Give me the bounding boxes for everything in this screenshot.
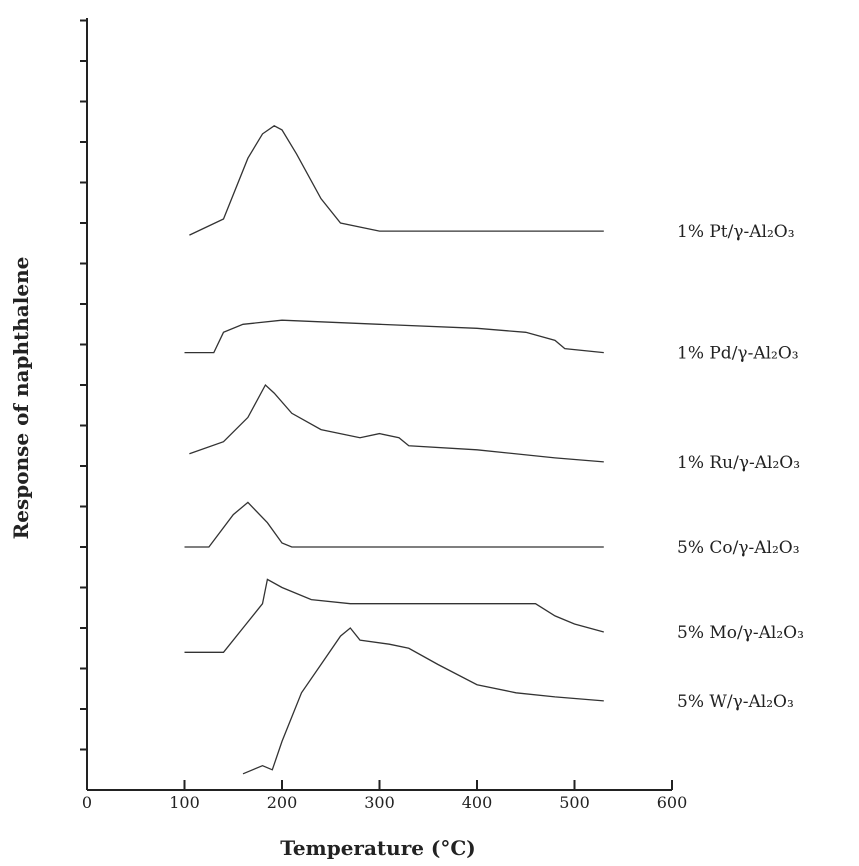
x-tick-label: 500 bbox=[559, 793, 590, 812]
series-label: 1% Ru/γ-Al₂O₃ bbox=[677, 453, 800, 473]
x-tick-label: 300 bbox=[364, 793, 395, 812]
series-line bbox=[189, 383, 604, 463]
series-label: 1% Pt/γ-Al₂O₃ bbox=[677, 222, 795, 242]
series-line bbox=[184, 319, 604, 354]
series-line bbox=[242, 627, 604, 775]
series-line bbox=[184, 578, 604, 653]
x-tick-labels: 0 100 200 300 400 500 600 bbox=[82, 793, 687, 812]
y-axis-title: Response of naphthalene bbox=[9, 257, 33, 540]
x-tick-label: 400 bbox=[462, 793, 493, 812]
x-tick-label: 200 bbox=[267, 793, 298, 812]
series-line bbox=[184, 501, 604, 548]
series-label: 5% W/γ-Al₂O₃ bbox=[677, 692, 794, 712]
x-ticks bbox=[86, 780, 673, 790]
x-tick-label: 0 bbox=[82, 793, 92, 812]
series-label: 1% Pd/γ-Al₂O₃ bbox=[677, 344, 799, 364]
series-label: 5% Co/γ-Al₂O₃ bbox=[677, 538, 800, 558]
series-curves bbox=[184, 125, 604, 775]
series-line bbox=[189, 125, 604, 236]
x-tick-label: 600 bbox=[657, 793, 688, 812]
x-tick-label: 100 bbox=[169, 793, 200, 812]
series-label: 5% Mo/γ-Al₂O₃ bbox=[677, 623, 804, 643]
series-labels: 1% Pt/γ-Al₂O₃ 1% Pd/γ-Al₂O₃ 1% Ru/γ-Al₂O₃ 5… bbox=[677, 222, 804, 712]
x-axis-title: Temperature (°C) bbox=[280, 836, 476, 860]
y-ticks bbox=[80, 19, 87, 751]
